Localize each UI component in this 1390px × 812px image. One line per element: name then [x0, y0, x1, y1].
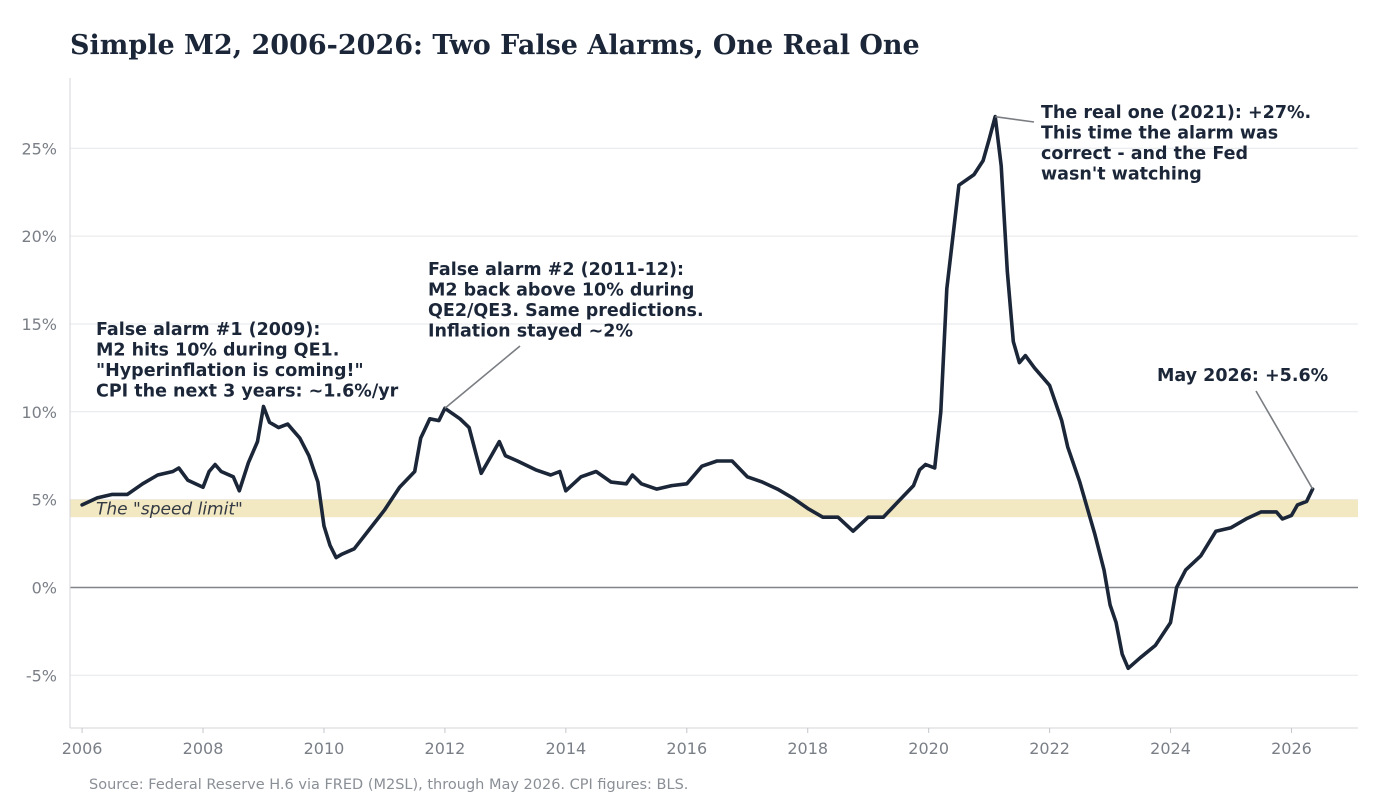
annotation-arrow — [995, 115, 1035, 123]
y-tick-label: -5% — [26, 666, 57, 685]
x-tick-label: 2024 — [1150, 739, 1191, 758]
annotation-line: CPI the next 3 years: ~1.6%/yr — [96, 382, 399, 402]
m2-growth-line — [80, 114, 1315, 671]
y-tick-label: 10% — [21, 403, 57, 422]
annotation-line: correct - and the Fed — [1041, 144, 1248, 164]
x-tick-label: 2022 — [1029, 739, 1070, 758]
x-tick-label: 2006 — [62, 739, 103, 758]
annotation-text: False alarm #2 (2011-12): M2 back above 1… — [428, 260, 704, 342]
annotation-text: May 2026: +5.6% — [1157, 366, 1328, 386]
x-tick-label: 2008 — [183, 739, 224, 758]
annotation-line: wasn't watching — [1041, 165, 1202, 185]
y-tick-label: 15% — [21, 315, 57, 334]
x-tick-label: 2016 — [666, 739, 707, 758]
annotations: False alarm #1 (2009): M2 hits 10% during… — [96, 103, 1328, 490]
x-tick-label: 2010 — [304, 739, 345, 758]
x-tick-label: 2012 — [425, 739, 466, 758]
annotation-line: False alarm #2 (2011-12): — [428, 260, 684, 280]
annotation-line: Inflation stayed ~2% — [428, 322, 633, 342]
y-tick-label: 5% — [32, 491, 57, 510]
annotation-line: "Hyperinflation is coming!" — [96, 361, 364, 381]
x-tick-label: 2020 — [908, 739, 949, 758]
y-tick-label: 25% — [21, 139, 57, 158]
annotation-line: May 2026: +5.6% — [1157, 366, 1328, 386]
axes: -5% 0% 5% 10% 15% 20% 25% 2006 2008 2010 2012 2014 2… — [21, 78, 1358, 758]
source-note: Source: Federal Reserve H.6 via FRED (M2… — [89, 777, 688, 793]
x-tick-label: 2018 — [787, 739, 828, 758]
annotation-line: QE2/QE3. Same predictions. — [428, 301, 704, 321]
speed-limit-label: The "speed limit" — [96, 500, 243, 520]
x-tick-label: 2026 — [1271, 739, 1312, 758]
annotation-line: False alarm #1 (2009): — [96, 320, 320, 340]
y-tick-label: 0% — [32, 578, 57, 597]
annotation-line: M2 hits 10% during QE1. — [96, 341, 339, 361]
annotation-line: The real one (2021): +27%. — [1041, 103, 1311, 123]
annotation-arrow — [444, 345, 521, 409]
series-layer — [80, 114, 1315, 671]
chart-title: Simple M2, 2006-2026: Two False Alarms, … — [70, 30, 920, 61]
speed-limit-band-rect — [70, 499, 1358, 518]
annotation-arrow — [1255, 390, 1314, 490]
x-tick-label: 2014 — [545, 739, 586, 758]
annotation-text: False alarm #1 (2009): M2 hits 10% during… — [96, 320, 399, 402]
annotation-text: The real one (2021): +27%. This time the … — [1041, 103, 1311, 185]
annotation-line: M2 back above 10% during — [428, 281, 694, 301]
annotation-line: This time the alarm was — [1041, 124, 1278, 144]
y-tick-label: 20% — [21, 227, 57, 246]
speed-limit-band: The "speed limit" — [70, 499, 1358, 520]
